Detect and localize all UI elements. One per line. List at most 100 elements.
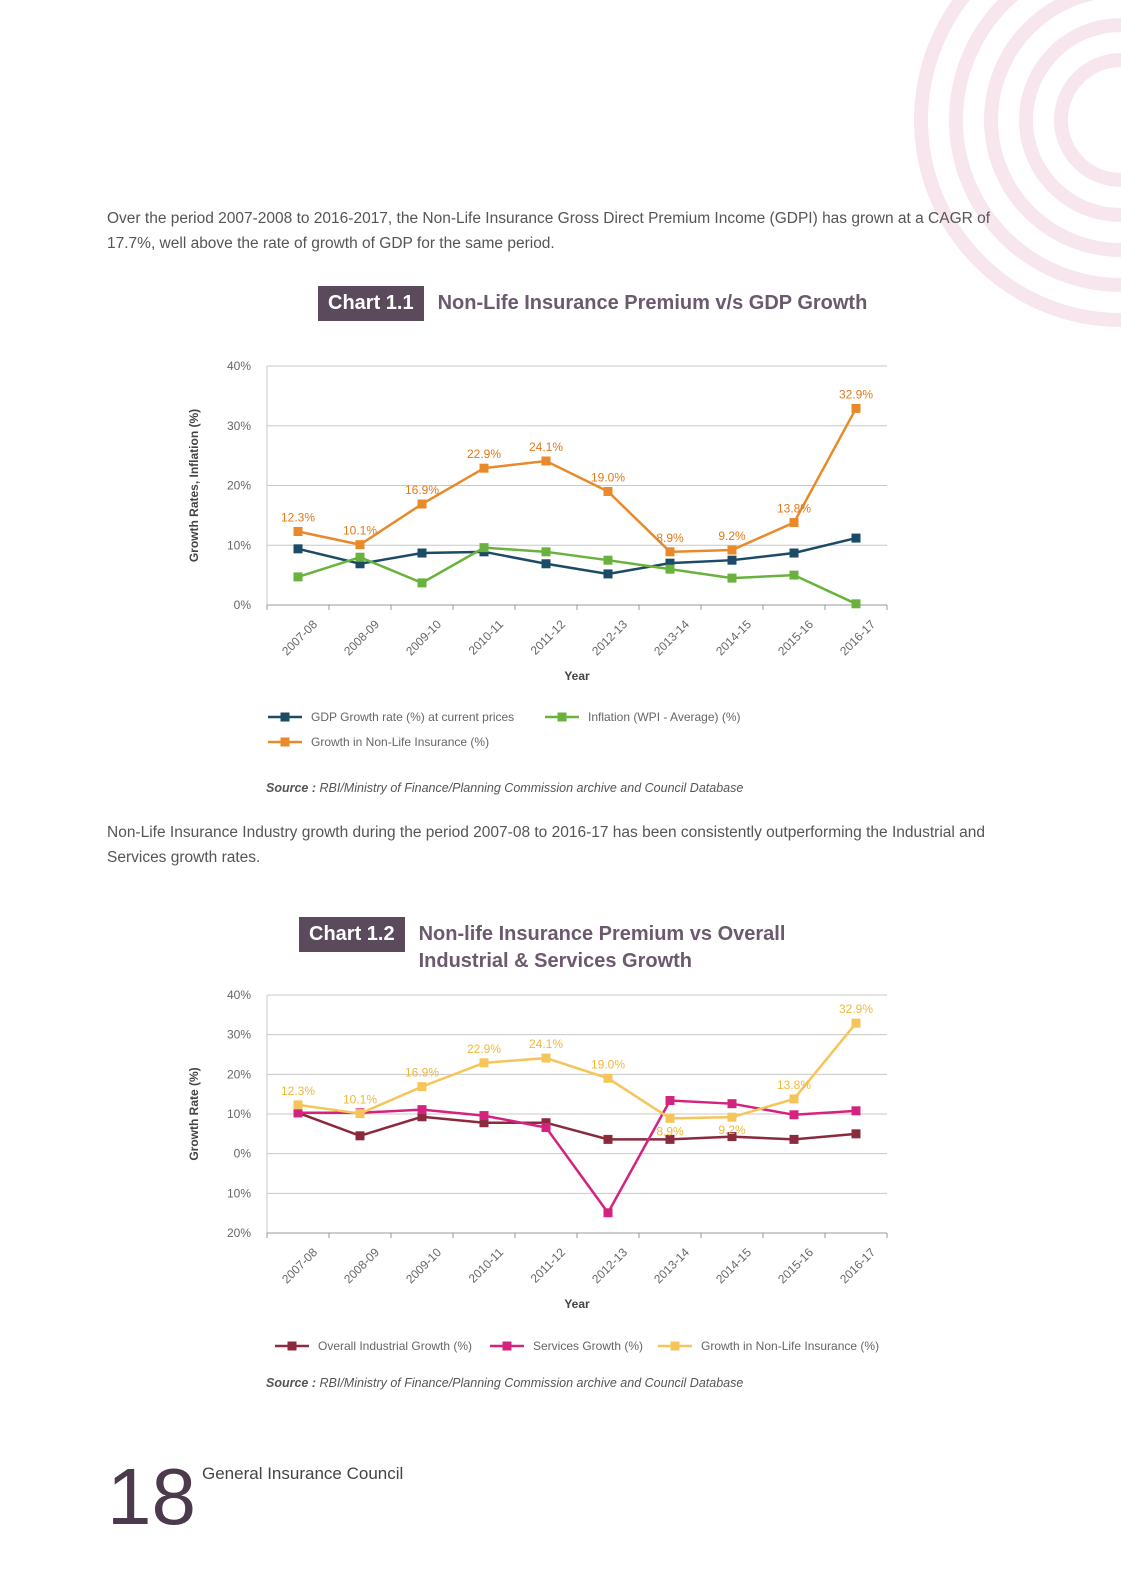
marker — [541, 1122, 551, 1132]
data-label: 10.1% — [343, 524, 377, 538]
marker — [727, 545, 737, 555]
marker — [727, 1099, 737, 1109]
data-label: 12.3% — [281, 1084, 315, 1098]
data-label: 8.9% — [656, 531, 684, 545]
x-tick-label: 2014-15 — [713, 1245, 754, 1286]
data-label: 22.9% — [467, 447, 501, 461]
series-line — [298, 1099, 857, 1216]
data-label: 32.9% — [839, 1002, 873, 1016]
marker — [665, 547, 675, 557]
marker — [417, 578, 427, 588]
series-line — [297, 536, 857, 576]
x-tick-label: 2010-11 — [466, 617, 507, 658]
y-tick-label: 30% — [227, 419, 251, 433]
source: Source : RBI/Ministry of Finance/Plannin… — [266, 781, 743, 795]
marker — [355, 552, 365, 562]
x-tick-label: 2012-13 — [589, 1245, 630, 1286]
marker — [789, 1110, 799, 1120]
source: Source : RBI/Ministry of Finance/Plannin… — [266, 1376, 743, 1390]
series-line — [297, 546, 857, 605]
legend-label: Overall Industrial Growth (%) — [318, 1339, 472, 1353]
data-label: 9.2% — [718, 1123, 746, 1137]
legend-label: Inflation (WPI - Average) (%) — [588, 710, 741, 724]
marker — [789, 1134, 799, 1144]
legend-marker — [502, 1341, 512, 1351]
data-label: 8.9% — [656, 1124, 684, 1138]
marker — [727, 1112, 737, 1122]
marker — [603, 1208, 613, 1218]
marker — [417, 1112, 427, 1122]
x-tick-label: 2015-16 — [775, 617, 816, 658]
data-label: 16.9% — [405, 483, 439, 497]
y-tick-label: 40% — [227, 359, 251, 373]
chart-title: Chart 1.2 Non-life Insurance Premium vs … — [299, 917, 879, 975]
source-text: RBI/Ministry of Finance/Planning Commiss… — [319, 1376, 744, 1390]
marker — [417, 548, 427, 558]
marker — [789, 518, 799, 528]
marker — [727, 573, 737, 583]
legend-marker — [287, 1341, 297, 1351]
marker — [293, 1108, 303, 1118]
marker — [789, 1094, 799, 1104]
y-axis-label: Growth Rates, Inflation (%) — [187, 409, 201, 562]
marker — [851, 1106, 861, 1116]
marker — [541, 1053, 551, 1063]
marker — [665, 564, 675, 574]
marker — [665, 1113, 675, 1123]
x-axis-label: Year — [564, 669, 590, 683]
legend-marker — [670, 1341, 680, 1351]
marker — [727, 1132, 737, 1142]
x-tick-label: 2011-12 — [528, 1245, 569, 1286]
source-text: RBI/Ministry of Finance/Planning Commiss… — [319, 781, 744, 795]
x-tick-label: 2016-17 — [837, 617, 878, 658]
series-line — [297, 407, 858, 554]
y-tick-label: 20% — [227, 479, 251, 493]
series-line — [297, 1022, 857, 1120]
x-tick-label: 2011-12 — [528, 617, 569, 658]
data-label: 12.3% — [281, 511, 315, 525]
marker — [479, 463, 489, 473]
x-tick-label: 2013-14 — [651, 1245, 692, 1286]
y-tick-label: 0% — [234, 598, 252, 612]
marker — [851, 599, 861, 609]
x-tick-label: 2009-10 — [403, 617, 444, 658]
marker — [355, 1131, 365, 1141]
marker — [665, 1096, 675, 1106]
marker — [665, 1134, 675, 1144]
marker — [603, 1073, 613, 1083]
chart-number: Chart 1.2 — [299, 917, 405, 952]
marker — [355, 559, 365, 569]
marker — [851, 1018, 861, 1028]
data-label: 10.1% — [343, 1093, 377, 1107]
y-tick-label: 20% — [227, 1226, 251, 1240]
marker — [851, 403, 861, 413]
x-tick-label: 2010-11 — [466, 1245, 507, 1286]
marker — [417, 1082, 427, 1092]
data-label: 9.2% — [718, 529, 746, 543]
marker — [417, 499, 427, 509]
paragraph: Over the period 2007-2008 to 2016-2017, … — [107, 210, 991, 252]
chart-number: Chart 1.1 — [318, 286, 424, 321]
legend-marker — [280, 712, 290, 722]
legend-label: Growth in Non-Life Insurance (%) — [701, 1339, 879, 1353]
paragraph: Non-Life Insurance Industry growth durin… — [107, 824, 986, 866]
marker — [603, 555, 613, 565]
x-tick-label: 2015-16 — [775, 1245, 816, 1286]
x-tick-label: 2016-17 — [837, 1245, 878, 1286]
marker — [293, 1100, 303, 1110]
legend-label: Growth in Non-Life Insurance (%) — [311, 735, 489, 749]
legend-marker — [557, 712, 567, 722]
data-label: 13.8% — [777, 502, 811, 516]
marker — [665, 558, 675, 568]
marker — [479, 1058, 489, 1068]
chart-title: Chart 1.1 Non-Life Insurance Premium v/s… — [318, 286, 878, 321]
marker — [603, 486, 613, 496]
y-axis-label: Growth Rate (%) — [187, 1067, 201, 1160]
legend-marker — [280, 737, 290, 747]
page-number: 18 — [107, 1452, 196, 1541]
x-axis-label: Year — [564, 1297, 590, 1311]
x-tick-label: 2009-10 — [403, 1245, 444, 1286]
legend-label: Services Growth (%) — [533, 1339, 643, 1353]
data-label: 22.9% — [467, 1042, 501, 1056]
data-label: 16.9% — [405, 1066, 439, 1080]
